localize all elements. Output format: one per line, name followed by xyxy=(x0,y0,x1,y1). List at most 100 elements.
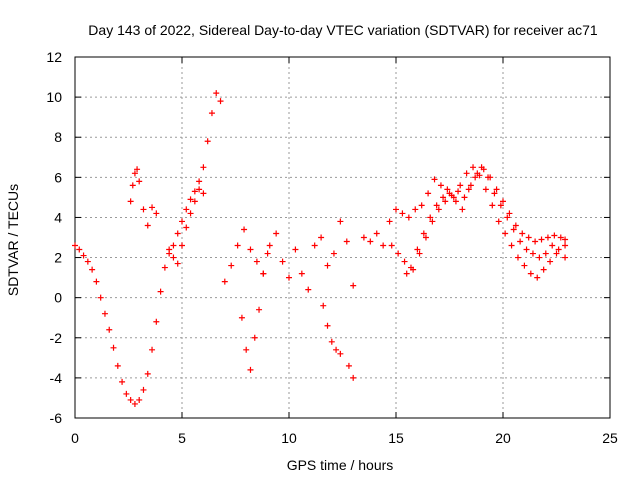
data-point xyxy=(399,210,406,217)
data-point xyxy=(238,314,245,321)
x-tick-label: 5 xyxy=(178,430,186,446)
data-point xyxy=(467,182,474,189)
data-point xyxy=(380,242,387,249)
data-point xyxy=(534,274,541,281)
data-point xyxy=(153,318,160,325)
data-point xyxy=(480,166,487,173)
data-point xyxy=(461,194,468,201)
data-point xyxy=(500,198,506,205)
data-point xyxy=(482,186,489,193)
data-point xyxy=(547,258,554,265)
data-point xyxy=(463,170,470,177)
data-point xyxy=(529,250,536,257)
data-point xyxy=(367,238,374,245)
data-point xyxy=(373,230,380,237)
data-point xyxy=(101,310,108,317)
data-point xyxy=(425,190,432,197)
data-point xyxy=(144,370,151,377)
data-point xyxy=(174,230,181,237)
data-point xyxy=(110,344,117,351)
data-point xyxy=(512,222,519,229)
data-point xyxy=(401,258,408,265)
data-point xyxy=(527,270,534,277)
data-point xyxy=(174,260,181,267)
data-point xyxy=(422,234,429,241)
data-point xyxy=(514,254,521,261)
data-point xyxy=(311,242,318,249)
data-point xyxy=(465,186,472,193)
data-point xyxy=(84,258,91,265)
x-tick-label: 25 xyxy=(602,430,618,446)
data-point xyxy=(191,188,198,195)
data-point xyxy=(213,90,220,97)
data-point xyxy=(504,214,511,221)
y-tick-label: -4 xyxy=(50,370,63,386)
data-point xyxy=(119,378,126,385)
data-point xyxy=(538,236,545,243)
data-point xyxy=(157,288,164,295)
data-point xyxy=(472,174,479,181)
data-point xyxy=(493,186,500,193)
data-point xyxy=(131,170,138,177)
y-tick-label: 2 xyxy=(54,250,62,266)
data-point xyxy=(525,234,532,241)
data-point xyxy=(489,202,496,209)
x-tick-label: 15 xyxy=(388,430,404,446)
data-point xyxy=(330,250,337,257)
data-point xyxy=(305,286,312,293)
data-point xyxy=(140,386,147,393)
data-point xyxy=(549,242,556,249)
data-point xyxy=(136,178,143,185)
x-tick-label: 20 xyxy=(495,430,511,446)
data-point xyxy=(324,262,331,269)
data-point xyxy=(191,198,198,205)
y-tick-label: 8 xyxy=(54,129,62,145)
data-point xyxy=(395,250,402,257)
y-tick-label: 6 xyxy=(54,169,62,185)
data-point xyxy=(179,218,185,225)
data-point xyxy=(551,232,558,239)
data-point xyxy=(495,218,502,225)
data-point xyxy=(420,230,427,237)
data-point xyxy=(540,266,547,273)
data-point xyxy=(410,266,417,273)
data-point xyxy=(247,246,254,253)
data-point xyxy=(286,274,292,281)
data-point xyxy=(196,186,203,193)
data-point xyxy=(470,164,477,171)
data-point xyxy=(140,206,147,213)
data-point xyxy=(170,254,177,261)
data-point xyxy=(429,218,436,225)
data-point xyxy=(519,230,526,237)
data-point xyxy=(544,234,551,241)
data-point xyxy=(388,242,395,249)
data-point xyxy=(502,230,509,237)
data-point xyxy=(431,176,438,183)
data-point xyxy=(166,246,173,253)
data-point xyxy=(333,346,340,353)
y-tick-label: -6 xyxy=(50,410,63,426)
data-point xyxy=(557,234,564,241)
data-point xyxy=(183,206,190,213)
data-point xyxy=(393,206,399,213)
data-point xyxy=(243,346,250,353)
data-point xyxy=(264,250,271,257)
data-point xyxy=(337,350,344,357)
data-point xyxy=(298,270,305,277)
data-point xyxy=(418,202,425,209)
data-point xyxy=(292,246,299,253)
data-point xyxy=(440,194,447,201)
data-point xyxy=(256,306,263,313)
data-point xyxy=(221,278,228,285)
data-point xyxy=(350,374,357,381)
data-point xyxy=(153,210,160,217)
data-point xyxy=(273,230,280,237)
data-point xyxy=(405,214,412,221)
data-point xyxy=(134,166,141,173)
data-point xyxy=(114,362,121,369)
data-point xyxy=(427,214,434,221)
data-point xyxy=(208,110,215,117)
data-point xyxy=(414,246,421,253)
data-point xyxy=(187,196,194,203)
data-point xyxy=(179,242,185,249)
